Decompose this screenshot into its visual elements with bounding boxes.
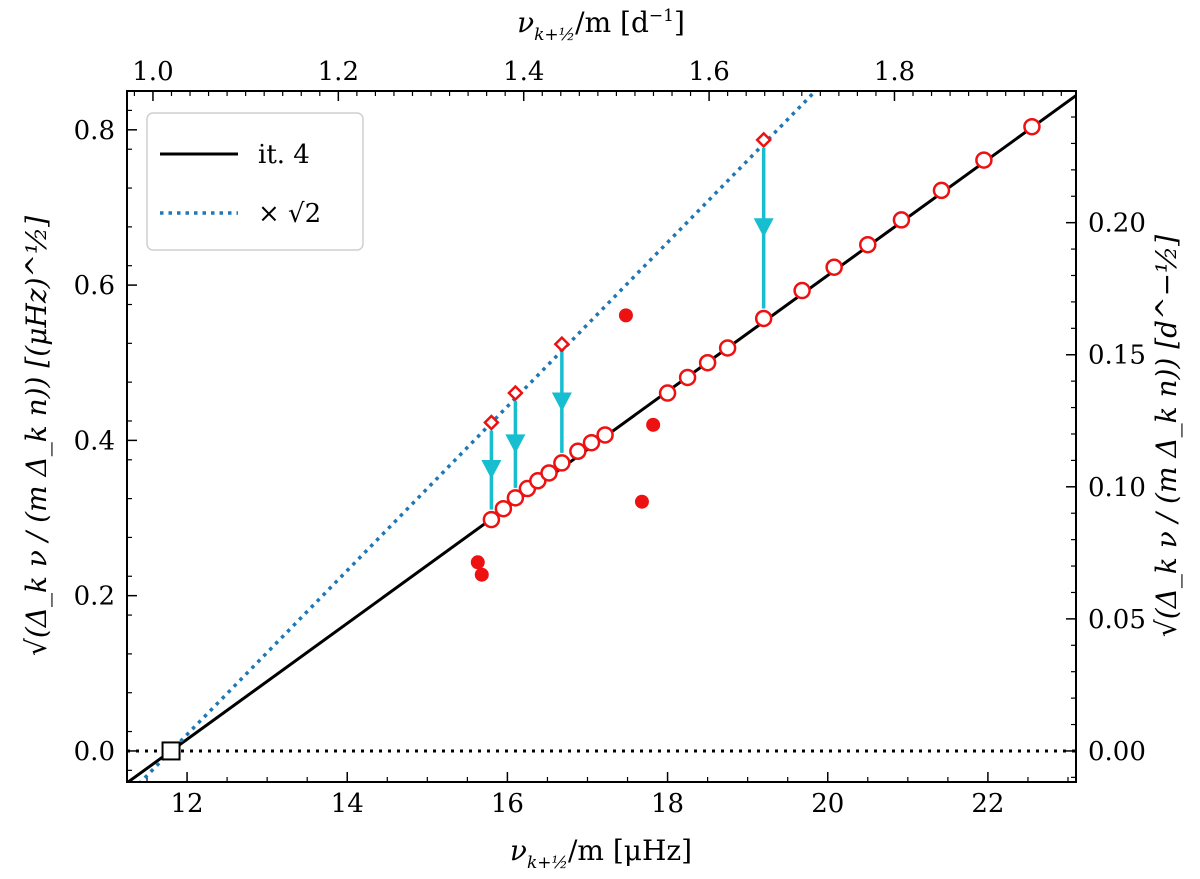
- open-point: [975, 151, 993, 169]
- x2-axis-title-close: ]: [674, 6, 685, 39]
- legend: it. 4 × √2: [146, 112, 364, 251]
- x-tick-label: 14: [331, 789, 364, 819]
- diamond-point: [755, 131, 772, 149]
- x2-tick-label: 1.6: [688, 57, 729, 87]
- x-tick-label: 16: [491, 789, 524, 819]
- filled-point: [618, 308, 633, 323]
- diamond-point: [483, 414, 500, 431]
- open-point: [678, 368, 697, 387]
- x-axis-title-sub: k+½: [527, 853, 568, 873]
- diamond-point: [553, 335, 571, 353]
- y2-axis-title: √(Δ_k ν / (m Δ_k n)) [d^−½]: [1150, 235, 1183, 637]
- x-axis-title: νk+½/m [μHz]: [510, 834, 692, 873]
- x-axis-title-main: ν: [510, 834, 527, 867]
- open-point: [1023, 117, 1041, 136]
- open-point: [932, 181, 951, 200]
- diamond-point: [507, 384, 524, 402]
- legend-label-fit: it. 4: [258, 140, 310, 170]
- open-point: [482, 510, 501, 529]
- x2-axis-title-sub: k+½: [534, 25, 575, 45]
- x2-tick-label: 1.2: [318, 57, 359, 87]
- y2-tick-label: 0.20: [1088, 209, 1146, 239]
- y2-tick-label: 0.15: [1088, 341, 1146, 371]
- filled-point: [470, 555, 485, 570]
- x2-axis-title-rest: /m [d: [575, 6, 649, 39]
- x2-axis-title-main: ν: [517, 6, 534, 39]
- open-point: [892, 211, 911, 229]
- x2-tick-label: 1.0: [132, 57, 173, 87]
- axis-label-layer: 12 14 16 18 20 22 1.0 1.2 1.4 1.6 1.8 0.0 0.2 0.4 0.6 0…: [74, 57, 1146, 819]
- open-point: [859, 235, 877, 254]
- open-point: [793, 281, 811, 300]
- y-axis-title: √(Δ_k ν / (m Δ_k n)) [(μHz)^½]: [20, 216, 53, 656]
- x-tick-label: 12: [171, 789, 204, 819]
- open-point: [506, 489, 525, 507]
- open-point: [754, 309, 773, 328]
- square-point: [161, 741, 181, 761]
- x-tick-label: 18: [651, 789, 684, 819]
- y2-tick-label: 0.00: [1088, 737, 1146, 767]
- filled-point: [474, 567, 489, 582]
- open-point: [718, 339, 737, 357]
- filled-point: [646, 417, 661, 432]
- open-point: [494, 499, 513, 518]
- y2-tick-label: 0.05: [1088, 605, 1146, 635]
- legend-label-scaled: × √2: [258, 199, 321, 229]
- y-tick-label: 0.2: [74, 582, 115, 612]
- legend-box: [146, 112, 364, 251]
- x2-axis-title-sup: −1: [649, 6, 674, 26]
- open-point: [596, 426, 614, 444]
- open-point: [569, 442, 587, 461]
- open-point: [658, 384, 677, 402]
- y-tick-label: 0.0: [74, 737, 115, 767]
- x-tick-label: 20: [811, 789, 844, 819]
- x-axis-title-rest: /m [μHz]: [568, 834, 692, 867]
- open-point: [553, 454, 571, 472]
- x2-tick-label: 1.8: [874, 57, 915, 87]
- shift-arrow-head: [505, 434, 526, 454]
- y-tick-label: 0.6: [74, 271, 115, 301]
- plot-frame: [126, 90, 1077, 783]
- open-point: [540, 464, 558, 482]
- filled-point: [634, 494, 649, 509]
- shift-arrow-head: [481, 460, 502, 480]
- shift-arrow-head: [753, 218, 774, 238]
- plot-marker-layer: [161, 117, 1041, 761]
- x2-tick-label: 1.4: [503, 57, 544, 87]
- y2-tick-label: 0.10: [1088, 473, 1146, 503]
- open-point: [825, 258, 843, 276]
- y-tick-label: 0.8: [74, 116, 115, 146]
- open-point: [698, 353, 717, 372]
- open-point: [582, 433, 601, 452]
- x-tick-label: 22: [971, 789, 1004, 819]
- x2-axis-title: νk+½/m [d−1]: [517, 6, 685, 45]
- y-tick-label: 0.4: [74, 426, 115, 456]
- shift-arrow-head: [551, 392, 572, 412]
